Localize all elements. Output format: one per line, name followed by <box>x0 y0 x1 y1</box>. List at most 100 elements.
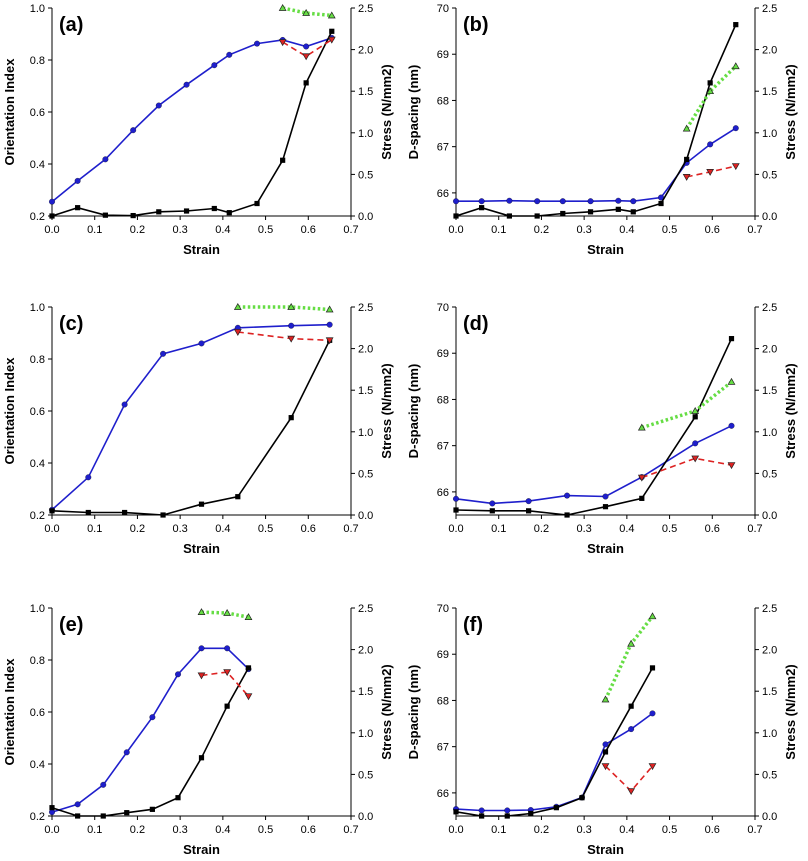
data-point-red <box>706 169 715 176</box>
data-point-blue <box>74 801 81 808</box>
y-left-tick-label: 0.2 <box>30 510 45 522</box>
x-tick-label: 0.0 <box>448 224 463 236</box>
series-line-red <box>641 457 732 479</box>
data-point-green <box>302 8 311 16</box>
y-right-tick-label: 2.0 <box>762 45 777 57</box>
data-point-blue <box>160 350 167 357</box>
y-right-tick-label: 1.0 <box>762 427 777 439</box>
series-line-blue <box>455 425 732 505</box>
data-point-black <box>453 809 459 815</box>
y-right-tick-label: 1.0 <box>358 728 373 740</box>
y-left-tick-label: 67 <box>437 142 449 154</box>
data-point-black <box>122 509 128 516</box>
y-left-tick-label: 1.0 <box>30 302 45 314</box>
x-tick-label: 0.3 <box>576 523 591 535</box>
x-tick-label: 0.2 <box>130 523 145 535</box>
panel-label: (e) <box>59 614 83 636</box>
panel-5: 0.0 0.1 0.2 0.3 0.4 0.5 0.6 0.7 66 67 68 69 70 0.0 0.5… <box>406 603 798 857</box>
data-point-black <box>149 806 155 812</box>
x-tick-label: 0.7 <box>747 523 762 535</box>
panel-label: (b) <box>463 14 489 36</box>
data-point-green <box>278 3 287 11</box>
data-point-black <box>506 213 512 219</box>
data-point-blue <box>534 198 541 205</box>
data-point-green <box>233 302 242 310</box>
data-point-black <box>85 509 91 516</box>
data-point-red <box>637 474 646 482</box>
x-axis-label: Strain <box>183 541 220 556</box>
x-tick-label: 0.6 <box>705 224 720 236</box>
x-tick-label: 0.6 <box>301 523 316 535</box>
x-tick-label: 0.7 <box>747 824 762 836</box>
data-point-blue <box>130 127 137 134</box>
data-point-blue <box>692 440 699 447</box>
data-point-black <box>198 755 205 761</box>
data-point-blue <box>707 141 714 148</box>
x-tick-label: 0.2 <box>130 224 145 236</box>
y-left-axis-label: D-spacing (nm) <box>406 665 421 760</box>
y-left-tick-label: 0.2 <box>30 811 45 823</box>
data-point-blue <box>453 198 459 205</box>
x-tick-label: 0.1 <box>491 824 506 836</box>
y-left-tick-label: 69 <box>437 348 449 360</box>
panel-1: 0.0 0.1 0.2 0.3 0.4 0.5 0.6 0.7 66 67 68 69 70 0.0 0.5… <box>406 3 798 257</box>
data-point-red <box>278 39 287 47</box>
data-point-black <box>75 205 81 211</box>
data-point-black <box>226 210 232 216</box>
data-point-black <box>156 209 162 215</box>
data-point-blue <box>587 198 594 205</box>
series-line-green <box>237 305 330 312</box>
data-point-green <box>223 608 232 616</box>
data-point-black <box>288 415 294 421</box>
y-left-tick-label: 0.8 <box>30 55 45 67</box>
x-tick-label: 0.5 <box>662 224 677 236</box>
y-right-tick-label: 0.5 <box>358 769 373 781</box>
y-right-tick-label: 1.0 <box>762 128 777 140</box>
y-right-tick-label: 1.5 <box>358 385 373 397</box>
data-point-blue <box>254 40 260 47</box>
y-right-axis-label: Stress (N/mm2) <box>379 363 394 458</box>
data-point-blue <box>288 322 295 329</box>
x-tick-label: 0.4 <box>215 523 230 535</box>
data-point-black <box>658 200 664 207</box>
x-tick-label: 0.0 <box>44 224 59 236</box>
series-line-black <box>51 30 333 217</box>
y-right-tick-label: 1.0 <box>358 128 373 140</box>
data-point-black <box>453 507 459 513</box>
data-point-black <box>534 213 540 219</box>
y-left-tick-label: 0.4 <box>30 759 45 771</box>
y-right-tick-label: 0.5 <box>358 468 373 480</box>
data-point-black <box>602 504 609 510</box>
data-point-red <box>325 337 334 345</box>
data-point-green <box>706 87 715 95</box>
data-point-red <box>327 36 336 44</box>
data-point-blue <box>525 498 532 505</box>
data-point-green <box>648 612 657 620</box>
data-point-red <box>682 174 691 181</box>
data-point-green <box>637 423 646 431</box>
panel-label: (a) <box>59 14 83 36</box>
y-left-axis-label: D-spacing (nm) <box>406 364 421 459</box>
data-point-blue <box>226 51 233 58</box>
data-point-red <box>601 763 610 771</box>
y-left-tick-label: 0.2 <box>30 211 45 223</box>
x-axis-label: Strain <box>587 842 624 857</box>
data-point-green <box>325 305 334 313</box>
y-left-tick-label: 0.6 <box>30 107 45 119</box>
y-right-tick-label: 2.0 <box>762 344 777 356</box>
y-right-tick-label: 0.5 <box>762 468 777 480</box>
data-point-black <box>733 22 739 28</box>
x-tick-label: 0.5 <box>258 224 273 236</box>
x-axis-label: Strain <box>587 541 624 556</box>
data-point-black <box>489 508 495 514</box>
data-point-blue <box>504 807 511 814</box>
y-right-axis-label: Stress (N/mm2) <box>379 664 394 759</box>
data-point-blue <box>649 710 656 717</box>
data-point-blue <box>732 125 739 132</box>
series-line-green <box>685 64 738 130</box>
y-right-tick-label: 0.0 <box>762 811 777 823</box>
data-point-blue <box>198 645 205 652</box>
data-point-black <box>183 208 190 214</box>
x-tick-label: 0.1 <box>491 523 506 535</box>
x-tick-label: 0.4 <box>619 523 634 535</box>
